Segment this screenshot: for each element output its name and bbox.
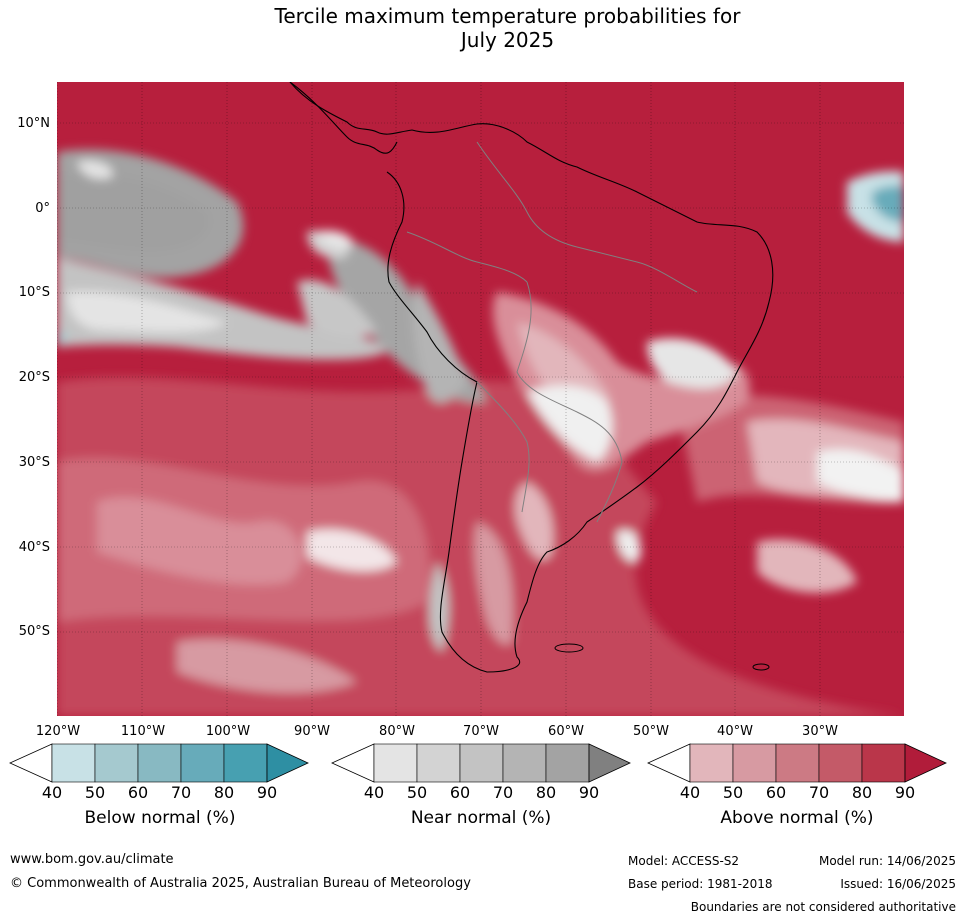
lon-label-90w: 90°W xyxy=(294,724,330,739)
colorbar-below-tick: 90 xyxy=(256,783,278,802)
colorbar-near-swatch xyxy=(588,743,631,783)
lat-label-0: 0° xyxy=(35,201,50,216)
colorbar-below xyxy=(9,743,309,783)
colorbar-near-swatch xyxy=(545,743,590,783)
lat-label-50s: 50°S xyxy=(18,624,50,639)
colorbar-below-tick: 40 xyxy=(41,783,63,802)
colorbar-near-swatch xyxy=(373,743,418,783)
colorbar-above-swatch xyxy=(647,743,691,783)
colorbar-above-title: Above normal (%) xyxy=(720,808,874,828)
lat-label-10n: 10°N xyxy=(17,116,50,131)
colorbar-below-swatch xyxy=(9,743,53,783)
colorbar-below-swatch xyxy=(137,743,182,783)
lat-label-40s: 40°S xyxy=(18,540,50,555)
map-canvas xyxy=(57,82,904,716)
lon-label-80w: 80°W xyxy=(379,724,415,739)
colorbar-above-swatch xyxy=(861,743,906,783)
lon-label-100w: 100°W xyxy=(205,724,251,739)
colorbar-below-swatch xyxy=(94,743,139,783)
colorbar-above-swatch xyxy=(732,743,777,783)
colorbar-near-swatches xyxy=(331,743,631,783)
colorbar-above-swatch xyxy=(689,743,734,783)
colorbar-near-swatch xyxy=(502,743,547,783)
lon-label-50w: 50°W xyxy=(633,724,669,739)
colorbar-below-swatches xyxy=(9,743,309,783)
colorbar-below-title: Below normal (%) xyxy=(84,808,236,828)
south-georgia-island xyxy=(752,663,770,671)
lon-label-110w: 110°W xyxy=(120,724,166,739)
colorbar-below-tick: 60 xyxy=(127,783,149,802)
colorbar-near-tick: 40 xyxy=(363,783,385,802)
colorbar-near-swatch xyxy=(331,743,375,783)
colorbar-near-swatch xyxy=(459,743,504,783)
lat-label-30s: 30°S xyxy=(18,455,50,470)
falkland-islands xyxy=(554,643,584,653)
lat-label-10s: 10°S xyxy=(18,285,50,300)
lat-label-20s: 20°S xyxy=(18,370,50,385)
colorbar-above-swatch xyxy=(775,743,820,783)
colorbar-above-tick: 80 xyxy=(851,783,873,802)
probability-map xyxy=(57,82,904,716)
colorbar-near-swatch xyxy=(416,743,461,783)
footer-model: Model: ACCESS-S2 xyxy=(628,854,740,868)
colorbar-above xyxy=(647,743,947,783)
probability-fields xyxy=(57,149,904,716)
colorbar-near-tick: 90 xyxy=(578,783,600,802)
title-line-2: July 2025 xyxy=(460,28,555,52)
central-america-coastline xyxy=(289,82,398,154)
title-line-1: Tercile maximum temperature probabilitie… xyxy=(274,4,741,28)
lon-label-30w: 30°W xyxy=(802,724,838,739)
colorbar-below-swatch xyxy=(51,743,96,783)
colorbar-above-tick: 90 xyxy=(894,783,916,802)
colorbar-above-tick: 50 xyxy=(722,783,744,802)
footer-base-period: Base period: 1981-2018 xyxy=(628,877,773,891)
colorbar-below-swatch xyxy=(266,743,309,783)
map-title: Tercile maximum temperature probabilitie… xyxy=(0,4,965,52)
colorbar-below-tick: 70 xyxy=(170,783,192,802)
colorbar-near-tick: 50 xyxy=(406,783,428,802)
lon-label-70w: 70°W xyxy=(463,724,499,739)
colorbar-near-tick: 70 xyxy=(492,783,514,802)
colorbar-above-tick: 40 xyxy=(679,783,701,802)
colorbar-near-tick: 80 xyxy=(535,783,557,802)
footer-issued: Issued: 16/06/2025 xyxy=(840,877,956,891)
colorbar-near-title: Near normal (%) xyxy=(410,808,552,828)
colorbar-below-tick: 80 xyxy=(213,783,235,802)
colorbar-near xyxy=(331,743,631,783)
lon-label-40w: 40°W xyxy=(717,724,753,739)
footer-model-run: Model run: 14/06/2025 xyxy=(818,854,956,868)
lon-label-120w: 120°W xyxy=(35,724,81,739)
footer-url[interactable]: www.bom.gov.au/climate xyxy=(10,852,174,867)
footer-disclaimer: Boundaries are not considered authoritat… xyxy=(690,900,956,914)
graticule xyxy=(57,82,904,716)
colorbar-near-tick: 60 xyxy=(449,783,471,802)
colorbar-below-swatch xyxy=(180,743,225,783)
footer-copyright: © Commonwealth of Australia 2025, Austra… xyxy=(10,876,471,891)
colorbar-above-swatch xyxy=(904,743,947,783)
colorbar-above-tick: 60 xyxy=(765,783,787,802)
colorbar-below-tick: 50 xyxy=(84,783,106,802)
south-america-coastline xyxy=(289,82,774,673)
colorbar-above-swatches xyxy=(647,743,947,783)
colorbar-below-swatch xyxy=(223,743,268,783)
lon-label-60w: 60°W xyxy=(548,724,584,739)
colorbar-above-swatch xyxy=(818,743,863,783)
colorbar-above-tick: 70 xyxy=(808,783,830,802)
country-boundaries xyxy=(406,141,698,523)
